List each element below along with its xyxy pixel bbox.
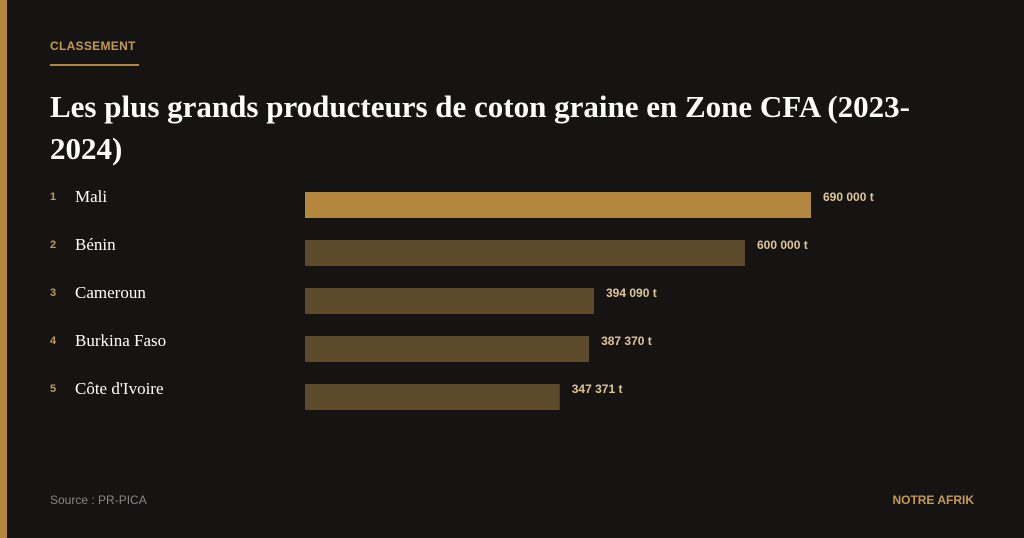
value-label: 690 000 t: [823, 190, 874, 204]
value-label: 394 090 t: [606, 286, 657, 300]
accent-stripe: [0, 0, 7, 538]
rank: 3: [50, 287, 56, 299]
brand: NOTRE AFRIK: [892, 493, 974, 507]
category-label: Bénin: [75, 235, 116, 254]
kicker-rule: [50, 64, 139, 66]
bar: [305, 240, 745, 266]
bar: [305, 192, 811, 218]
category-label: Côte d'Ivoire: [75, 379, 164, 398]
kicker: CLASSEMENT: [50, 39, 136, 53]
bar: [305, 336, 590, 362]
bar: [305, 384, 560, 410]
category-label: Cameroun: [75, 283, 146, 302]
value-label: 387 370 t: [601, 334, 652, 348]
value-label: 347 371 t: [572, 382, 623, 396]
rank: 1: [50, 191, 56, 203]
category-label: Mali: [75, 187, 107, 206]
source: Source : PR-PICA: [50, 493, 147, 507]
value-label: 600 000 t: [757, 238, 808, 252]
rank: 5: [50, 383, 56, 395]
category-label: Burkina Faso: [75, 331, 166, 350]
bar: [305, 288, 594, 314]
rank: 4: [50, 335, 57, 347]
chart-title: Les plus grands producteurs de coton gra…: [50, 89, 911, 166]
rank: 2: [50, 239, 56, 251]
